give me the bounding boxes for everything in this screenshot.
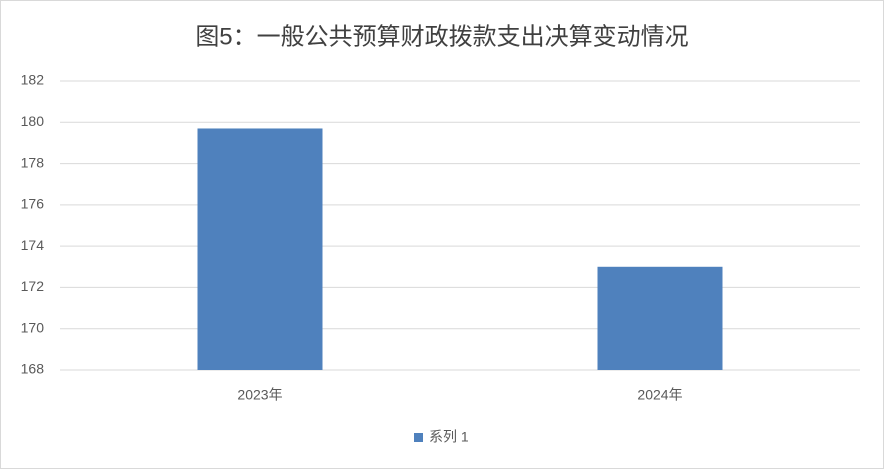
y-tick-label: 174 bbox=[21, 237, 45, 253]
chart-title: 图5：一般公共预算财政拨款支出决算变动情况 bbox=[195, 23, 688, 50]
x-tick-label: 2024年 bbox=[637, 387, 682, 403]
bar bbox=[197, 128, 323, 370]
y-tick-label: 178 bbox=[21, 154, 45, 170]
bar bbox=[597, 266, 723, 370]
y-tick-label: 182 bbox=[21, 72, 45, 88]
y-tick-label: 176 bbox=[21, 196, 45, 212]
y-tick-label: 180 bbox=[21, 113, 45, 129]
y-tick-label: 170 bbox=[21, 319, 45, 335]
y-tick-label: 168 bbox=[21, 361, 45, 377]
legend-label: 系列 1 bbox=[429, 429, 469, 445]
legend-swatch bbox=[414, 433, 423, 442]
x-tick-label: 2023年 bbox=[237, 387, 282, 403]
y-tick-label: 172 bbox=[21, 278, 45, 294]
